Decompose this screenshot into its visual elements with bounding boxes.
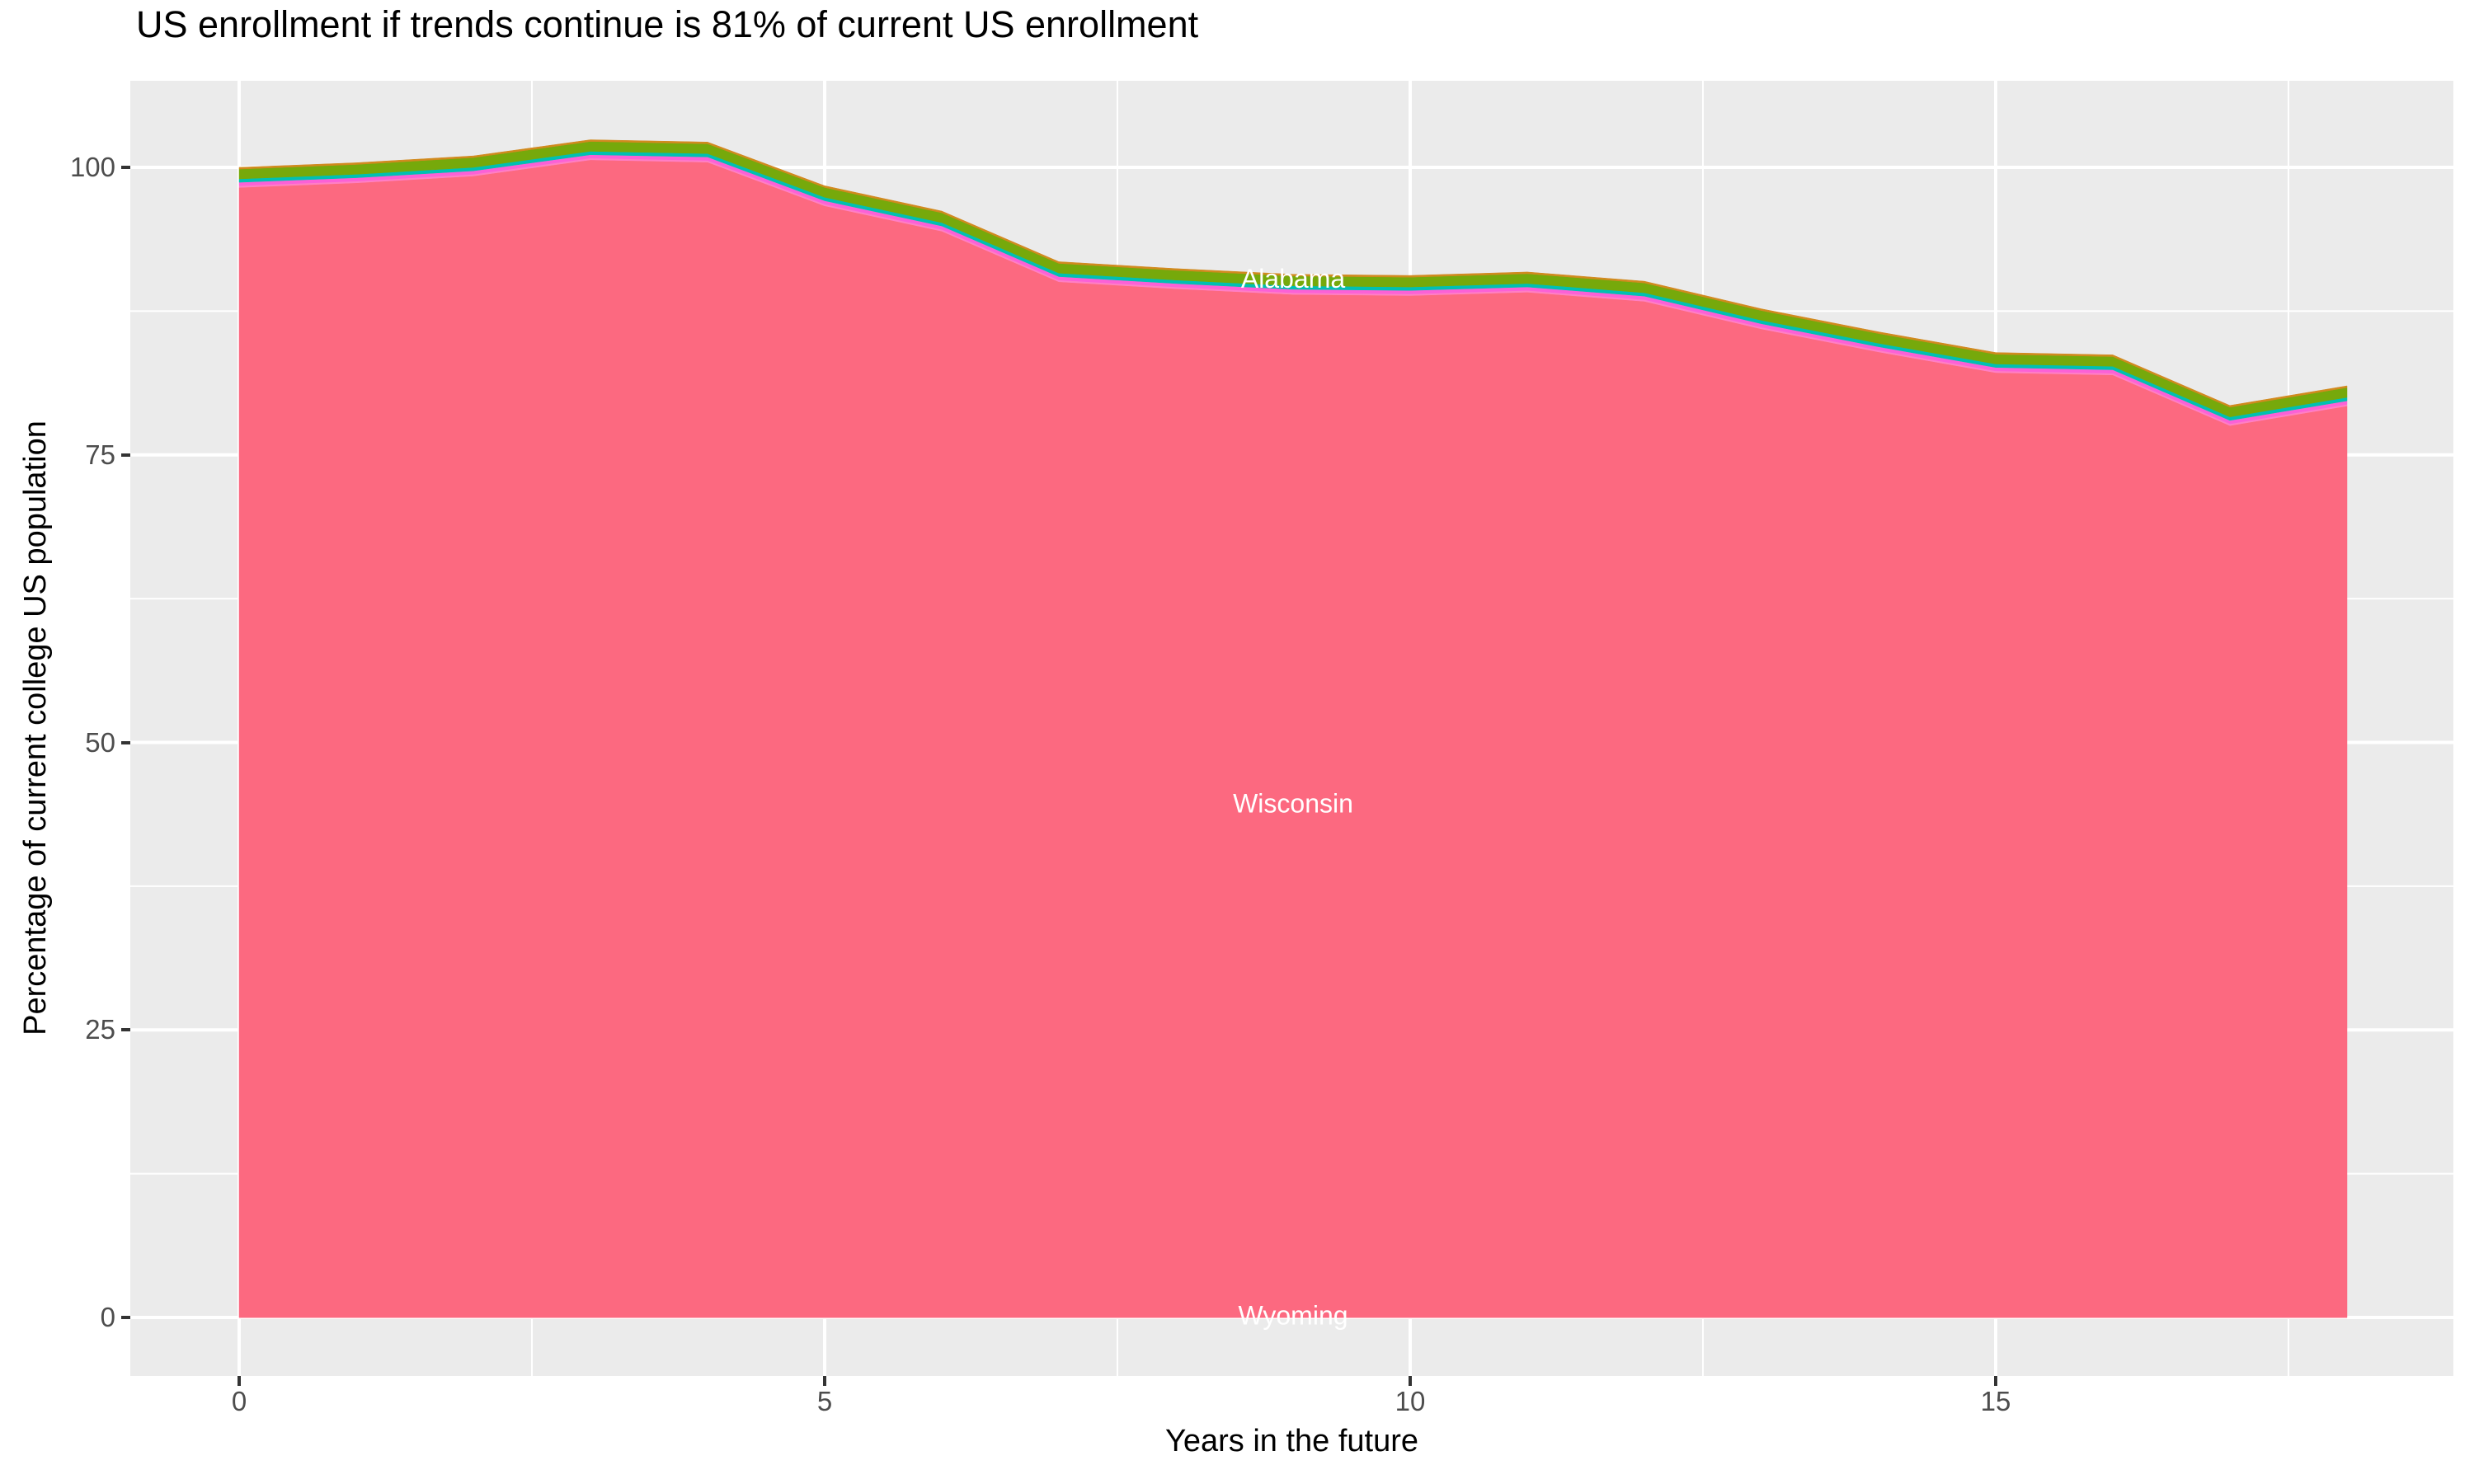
x-axis-title: Years in the future (1164, 1424, 1419, 1458)
panel: Alabama Wisconsin Wyoming (130, 81, 2453, 1376)
y-tick-mark (121, 453, 130, 457)
x-tick-mark (823, 1376, 826, 1386)
plot-area: Alabama Wisconsin Wyoming (130, 81, 2453, 1376)
y-tick-label: 75 (85, 439, 115, 470)
y-tick-mark (121, 740, 130, 744)
y-tick-label: 100 (69, 152, 115, 182)
y-tick-mark (121, 1316, 130, 1319)
x-tick-mark (1994, 1376, 1997, 1386)
x-tick-mark (1409, 1376, 1412, 1386)
area-band-band-orange (238, 139, 2348, 408)
x-tick-label: 15 (1980, 1386, 2011, 1416)
band-label-wyoming: Wyoming (1238, 1300, 1348, 1330)
band-label-wisconsin: Wisconsin (1233, 789, 1353, 819)
x-tick-mark (238, 1376, 241, 1386)
y-tick-label: 25 (85, 1014, 115, 1045)
band-label-alabama: Alabama (1241, 264, 1346, 294)
y-tick-mark (121, 166, 130, 169)
plot-title: US enrollment if trends continue is 81% … (136, 3, 1199, 45)
x-tick-label: 0 (231, 1386, 247, 1416)
y-tick-label: 50 (85, 726, 115, 758)
x-tick-label: 10 (1395, 1386, 1426, 1416)
x-tick-label: 5 (816, 1386, 833, 1416)
y-tick-mark (121, 1028, 130, 1032)
y-tick-label: 0 (100, 1302, 115, 1332)
area-band-wisconsin (238, 159, 2348, 1318)
